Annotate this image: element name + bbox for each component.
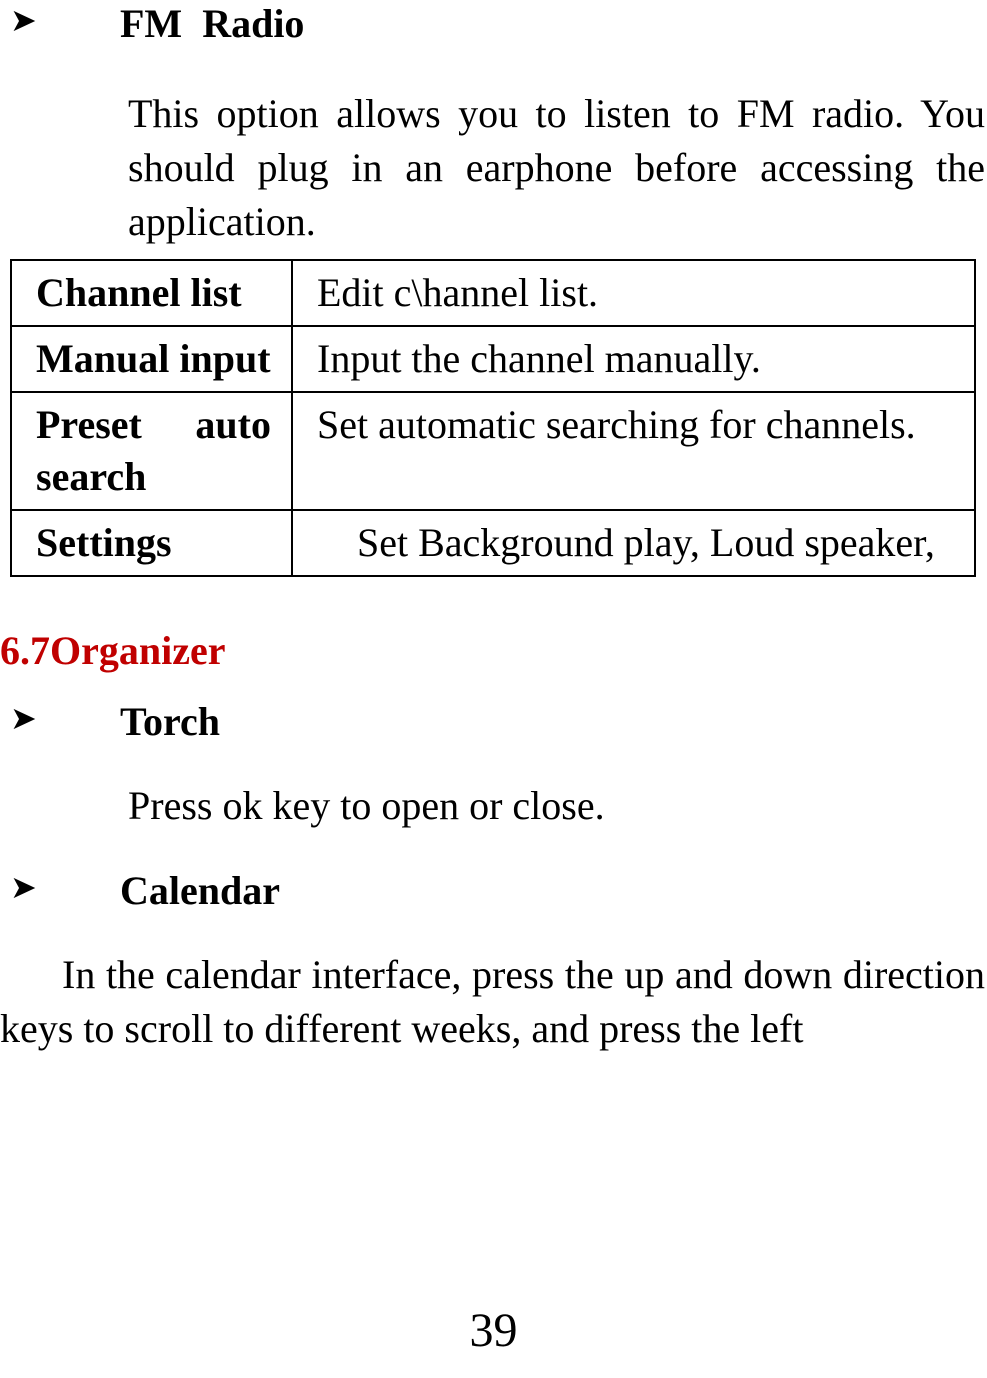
fm-options-table: Channel list Edit c\hannel list. Manual … bbox=[10, 259, 976, 577]
calendar-title: Calendar bbox=[120, 867, 280, 914]
row-desc: Input the channel manually. bbox=[292, 326, 975, 392]
torch-body: Press ok key to open or close. bbox=[128, 779, 987, 833]
preset-word2: auto bbox=[195, 399, 271, 451]
torch-title: Torch bbox=[120, 698, 220, 745]
row-label: Manual input bbox=[11, 326, 292, 392]
preset-line2: search bbox=[36, 451, 271, 503]
torch-heading: ➤ Torch bbox=[0, 698, 987, 745]
table-row: Manual input Input the channel manually. bbox=[11, 326, 975, 392]
page-number: 39 bbox=[0, 1303, 987, 1358]
calendar-heading: ➤ Calendar bbox=[0, 867, 987, 914]
calendar-body: In the calendar interface, press the up … bbox=[0, 948, 987, 1056]
table-row: Settings Set Background play, Loud speak… bbox=[11, 510, 975, 576]
preset-word1: Preset bbox=[36, 399, 142, 451]
table-row: Channel list Edit c\hannel list. bbox=[11, 260, 975, 326]
triangle-bullet-icon: ➤ bbox=[10, 871, 120, 903]
triangle-bullet-icon: ➤ bbox=[10, 702, 120, 734]
triangle-bullet-icon: ➤ bbox=[10, 4, 120, 36]
row-label: Channel list bbox=[11, 260, 292, 326]
organizer-heading: 6.7Organizer bbox=[0, 627, 987, 674]
row-label: Preset auto search bbox=[11, 392, 292, 510]
row-desc: Set automatic searching for channels. bbox=[292, 392, 975, 510]
row-label: Settings bbox=[11, 510, 292, 576]
fm-radio-heading: ➤ FM Radio bbox=[0, 0, 987, 47]
fm-radio-title: FM Radio bbox=[120, 0, 304, 47]
row-desc: Set Background play, Loud speaker, bbox=[292, 510, 975, 576]
row-desc: Edit c\hannel list. bbox=[292, 260, 975, 326]
fm-radio-intro: This option allows you to listen to FM r… bbox=[128, 87, 987, 249]
table-row: Preset auto search Set automatic searchi… bbox=[11, 392, 975, 510]
